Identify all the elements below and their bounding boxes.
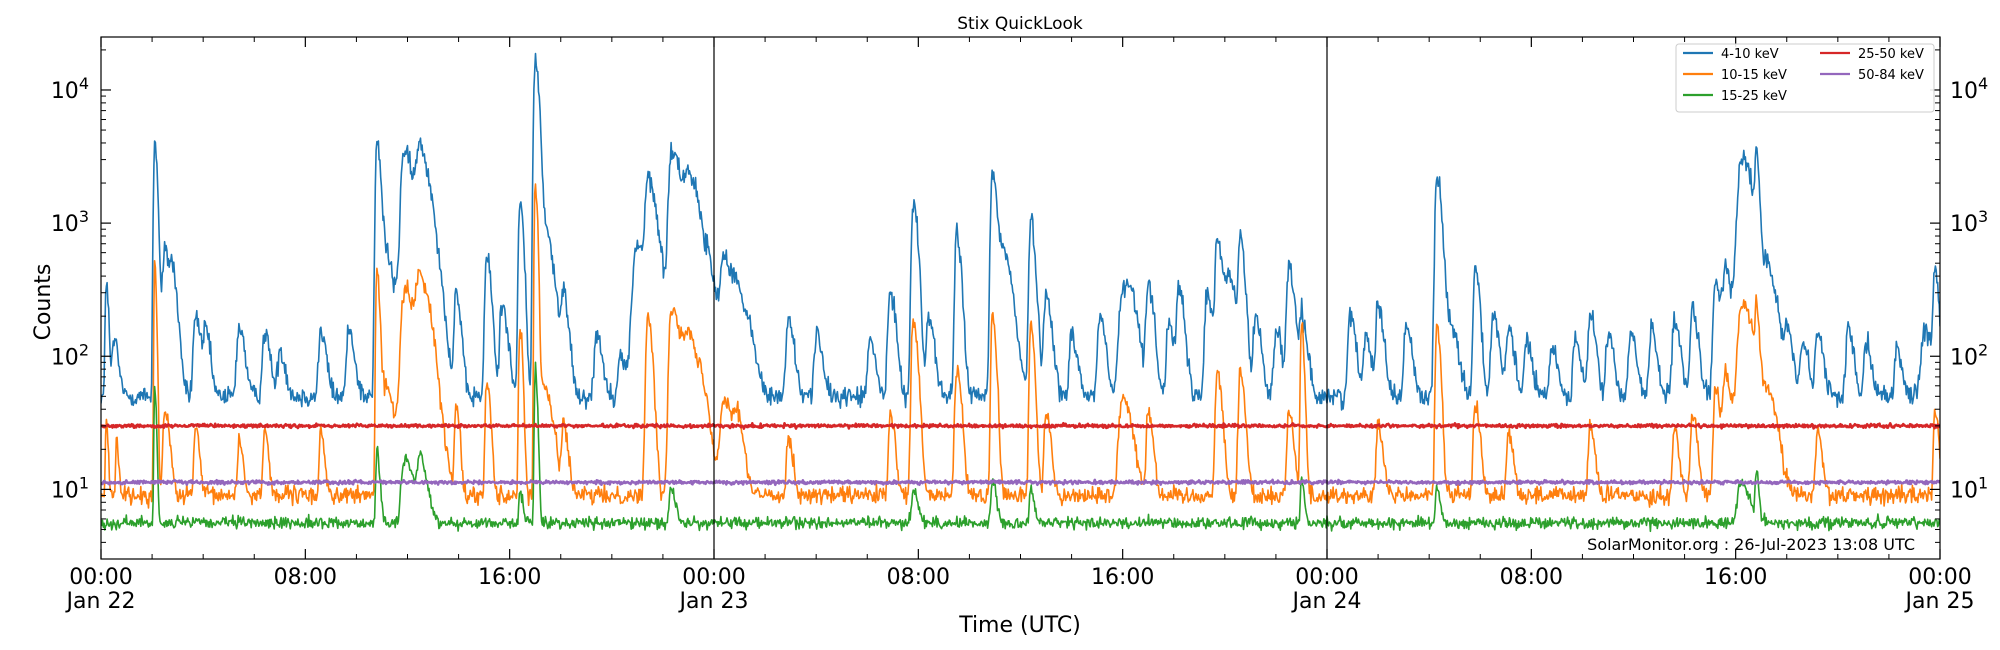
source-annotation: SolarMonitor.org : 26-Jul-2023 13:08 UTC — [1587, 535, 1915, 554]
series-line-25-50-kev — [101, 421, 1940, 430]
x-tick-date-0: Jan 22 — [65, 589, 136, 614]
series-line-4-10-kev — [101, 52, 1940, 411]
legend-label-15-25-kev: 15-25 keV — [1721, 89, 1787, 104]
legend-label-25-50-kev: 25-50 keV — [1858, 47, 1924, 62]
x-tick-label-8: 16:00 — [1704, 565, 1767, 590]
plot-frame — [100, 36, 1941, 560]
series-line-15-25-kev — [101, 361, 1940, 533]
legend-box — [1675, 43, 1935, 113]
series-line-50-84-kev — [101, 478, 1940, 487]
series-line-10-15-kev — [101, 183, 1940, 509]
x-tick-label-9: 00:00 — [1908, 565, 1971, 590]
series-layer — [101, 52, 1940, 533]
legend-label-4-10-kev: 4-10 keV — [1721, 47, 1779, 62]
y-axis-label: Counts — [31, 264, 56, 341]
y-tick-label-left-0: 101 — [51, 473, 89, 503]
x-axis-label: Time (UTC) — [958, 613, 1081, 638]
y-tick-label-right-3: 104 — [1950, 74, 1988, 104]
x-tick-date-9: Jan 25 — [1904, 589, 1975, 614]
y-tick-label-left-3: 104 — [51, 74, 89, 104]
legend: 4-10 keV 10-15 keV 15-25 keV 25-50 keV 50-84… — [1675, 43, 1935, 113]
x-tick-label-0: 00:00 — [69, 565, 132, 590]
x-tick-label-1: 08:00 — [274, 565, 337, 590]
x-tick-label-6: 00:00 — [1295, 565, 1358, 590]
x-tick-label-5: 16:00 — [1091, 565, 1154, 590]
legend-label-50-84-kev: 50-84 keV — [1858, 68, 1924, 83]
x-tick-date-6: Jan 24 — [1291, 589, 1362, 614]
chart-title: Stix QuickLook — [957, 14, 1083, 34]
y-tick-label-right-1: 102 — [1950, 340, 1988, 370]
y-tick-label-right-0: 101 — [1950, 473, 1988, 503]
x-tick-label-2: 16:00 — [478, 565, 541, 590]
y-tick-label-right-2: 103 — [1950, 207, 1988, 237]
x-tick-date-3: Jan 23 — [678, 589, 749, 614]
day-boundary-layer — [713, 37, 1328, 559]
y-tick-label-left-2: 103 — [51, 207, 89, 237]
x-tick-label-4: 08:00 — [887, 565, 950, 590]
y-tick-label-left-1: 102 — [51, 340, 89, 370]
x-tick-label-7: 08:00 — [1500, 565, 1563, 590]
legend-label-10-15-kev: 10-15 keV — [1721, 68, 1787, 83]
x-tick-label-3: 00:00 — [682, 565, 745, 590]
